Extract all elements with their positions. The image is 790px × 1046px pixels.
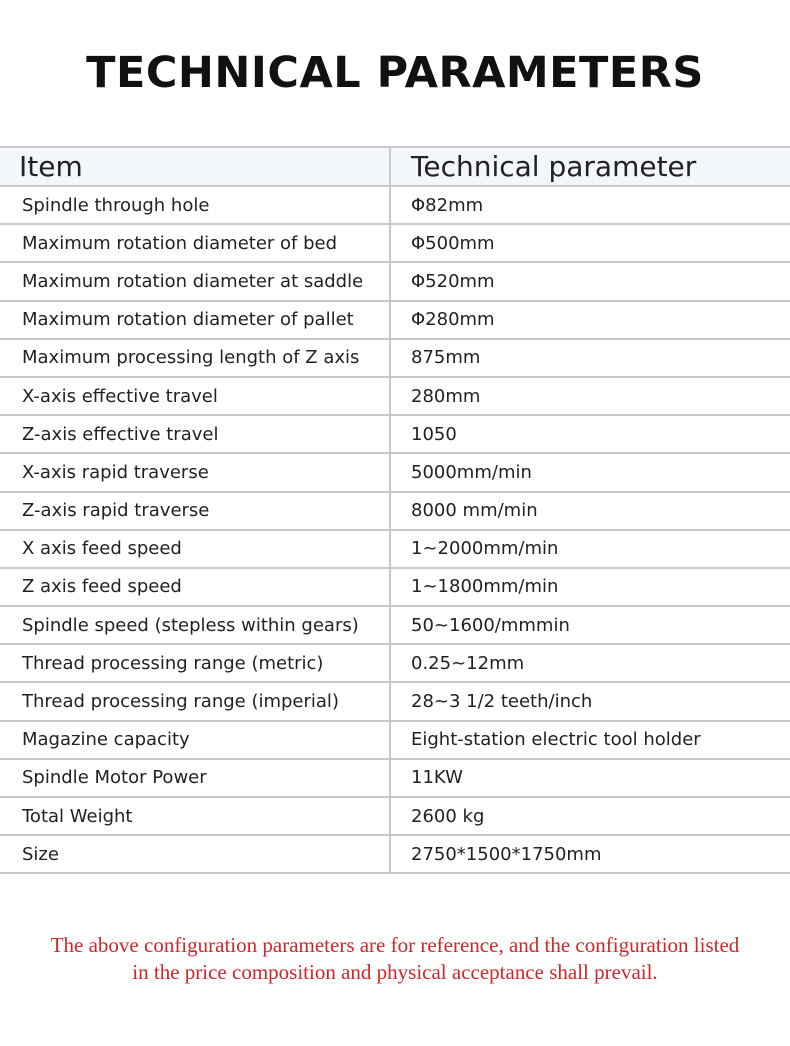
parameter-cell: 8000 mm/min [390,490,790,531]
item-cell: Thread processing range (metric) [0,643,391,684]
table-row: Thread processing range (metric) 0.25~12m… [0,643,790,684]
parameter-cell: Eight-station electric tool holder [390,719,790,760]
item-cell: Spindle Motor Power [0,757,391,799]
table-header-row: Item Technical parameter [0,146,790,187]
parameter-cell: 875mm [390,337,790,378]
disclaimer-note: The above configuration parameters are f… [0,932,790,986]
table-row: Z-axis effective travel 1050 [0,414,790,455]
item-cell: X axis feed speed [0,528,391,569]
item-cell: Z axis feed speed [0,566,391,608]
parameter-cell: 2600 kg [390,795,790,837]
table-row: Total Weight 2600 kg [0,795,790,837]
item-cell: X-axis rapid traverse [0,452,391,493]
table-row: Size 2750*1500*1750mm [0,834,790,875]
item-cell: Thread processing range (imperial) [0,681,391,722]
table-row: Z-axis rapid traverse 8000 mm/min [0,490,790,531]
table-row: X-axis effective travel 280mm [0,375,790,417]
parameter-cell: 280mm [390,375,790,417]
table-row: Spindle Motor Power 11KW [0,757,790,799]
parameter-cell: 0.25~12mm [390,643,790,684]
table-row: X axis feed speed 1~2000mm/min [0,528,790,569]
item-cell: Z-axis effective travel [0,414,391,455]
parameter-cell: Φ280mm [390,299,790,340]
item-cell: Maximum rotation diameter at saddle [0,261,391,302]
header-item: Item [0,146,391,187]
item-cell: Spindle speed (stepless within gears) [0,605,391,646]
table-row: Spindle speed (stepless within gears) 50~… [0,605,790,646]
table-row: X-axis rapid traverse 5000mm/min [0,452,790,493]
parameter-cell: Φ82mm [390,184,790,226]
item-cell: Maximum processing length of Z axis [0,337,391,378]
item-cell: Z-axis rapid traverse [0,490,391,531]
parameter-cell: Φ500mm [390,223,790,264]
item-cell: Size [0,834,391,875]
parameter-cell: 50~1600/mmmin [390,605,790,646]
parameter-cell: 28~3 1/2 teeth/inch [390,681,790,722]
item-cell: X-axis effective travel [0,375,391,417]
parameter-cell: 5000mm/min [390,452,790,493]
item-cell: Total Weight [0,795,391,837]
parameter-cell: Φ520mm [390,261,790,302]
table-row: Thread processing range (imperial) 28~3 1… [0,681,790,722]
item-cell: Magazine capacity [0,719,391,760]
header-technical-parameter: Technical parameter [390,146,790,187]
table-row: Magazine capacity Eight-station electric … [0,719,790,760]
table-row: Maximum rotation diameter at saddle Φ520m… [0,261,790,302]
table-row: Maximum rotation diameter of bed Φ500mm [0,223,790,264]
table-row: Z axis feed speed 1~1800mm/min [0,566,790,608]
page-title: TECHNICAL PARAMETERS [86,48,704,98]
item-cell: Maximum rotation diameter of pallet [0,299,391,340]
parameter-cell: 2750*1500*1750mm [390,834,790,875]
disclaimer-line-1: The above configuration parameters are f… [50,933,740,957]
parameters-table: Item Technical parameter Spindle through… [0,146,790,875]
parameter-cell: 1050 [390,414,790,455]
table-row: Spindle through hole Φ82mm [0,184,790,226]
table-row: Maximum processing length of Z axis 875mm [0,337,790,378]
parameter-cell: 1~2000mm/min [390,528,790,569]
parameter-cell: 1~1800mm/min [390,566,790,608]
parameter-cell: 11KW [390,757,790,799]
disclaimer-line-2: in the price composition and physical ac… [132,960,658,984]
item-cell: Spindle through hole [0,184,391,226]
table-row: Maximum rotation diameter of pallet Φ280m… [0,299,790,340]
item-cell: Maximum rotation diameter of bed [0,223,391,264]
